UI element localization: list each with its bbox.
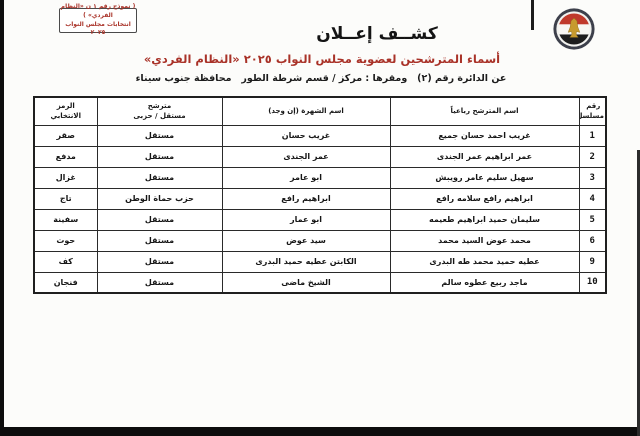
header-serial-line1: رقم (586, 101, 601, 110)
cell-serial: 2 (578, 145, 607, 168)
header-candidate-name: اسم المترشح رباعياً (389, 96, 580, 126)
header-affiliation-line2: مستقل / حزبى (133, 112, 186, 121)
cell-serial: 5 (578, 208, 607, 231)
header-symbol: الرمز الانتخابي (33, 96, 98, 126)
candidates-table-wrap: رقم مسلسل اسم المترشح رباعياً اسم الشهرة… (33, 96, 607, 294)
header-symbol-line1: الرمز (56, 101, 75, 110)
header-serial-line2: مسلسل (579, 112, 604, 121)
table-row: 2 عمر ابراهيم عمر الجندى عمر الجندى مستق… (33, 145, 607, 168)
cell-symbol: كف (33, 250, 98, 273)
cell-alias: ابو عامر (221, 166, 391, 189)
cell-serial: 1 (578, 124, 607, 147)
form-number-line1: ( نموذج رقم ١ ن «النظام الفردي» ) (60, 3, 136, 19)
scan-edge-left (0, 0, 4, 436)
table-body: 1 غريب احمد حسان جميع غريب حسان مستقل صق… (33, 124, 607, 294)
cell-candidate-name: غريب احمد حسان جميع (389, 124, 580, 147)
table-row: 5 سليمان حميد ابراهيم طعيمه ابو عمار مست… (33, 208, 607, 231)
cell-candidate-name: ماجد ربيع عطوه سالم (389, 271, 580, 294)
table-header-row: رقم مسلسل اسم المترشح رباعياً اسم الشهرة… (33, 96, 607, 126)
cell-candidate-name: محمد عوض السيد محمد (389, 229, 580, 252)
cell-symbol: حوت (33, 229, 98, 252)
cell-serial: 6 (578, 229, 607, 252)
header-alias: اسم الشهرة (إن وجد) (221, 96, 391, 126)
cell-symbol: غزال (33, 166, 98, 189)
cell-alias: الكابتن عطيه حميد البدرى (221, 250, 391, 273)
scan-edge-right (637, 150, 640, 436)
cell-alias: ابو عمار (221, 208, 391, 231)
cell-alias: عمر الجندى (221, 145, 391, 168)
table-row: 9 عطيه حميد محمد طه البدرى الكابتن عطيه … (33, 250, 607, 273)
table-row: 4 ابراهيم رافع سلامه رافع ابراهيم رافع ح… (33, 187, 607, 210)
district-line: عن الدائرة رقم (٢) ومقرها : مركز / قسم ش… (135, 73, 507, 84)
cell-candidate-name: سليمان حميد ابراهيم طعيمه (389, 208, 580, 231)
page-subtitle: أسماء المترشحين لعضوية مجلس النواب ٢٠٢٥ … (143, 52, 501, 66)
cell-candidate-name: سهيل سليم عامر رويبش (389, 166, 580, 189)
form-number-box: ( نموذج رقم ١ ن «النظام الفردي» ) انتخاب… (59, 3, 137, 36)
cell-affiliation: مستقل (96, 208, 223, 231)
cell-affiliation: حزب حماة الوطن (96, 187, 223, 210)
cell-affiliation: مستقل (96, 166, 223, 189)
cell-symbol: سفينة (33, 208, 98, 231)
cell-symbol: فنجان (33, 271, 98, 294)
cell-candidate-name: عطيه حميد محمد طه البدرى (389, 250, 580, 273)
candidates-table: رقم مسلسل اسم المترشح رباعياً اسم الشهرة… (33, 96, 607, 294)
egypt-eagle-emblem-icon (553, 8, 595, 50)
header-affiliation: مترشح مستقل / حزبى (96, 96, 223, 126)
table-row: 3 سهيل سليم عامر رويبش ابو عامر مستقل غز… (33, 166, 607, 189)
cell-affiliation: مستقل (96, 145, 223, 168)
cell-serial: 10 (578, 271, 607, 294)
header-symbol-line2: الانتخابي (50, 112, 81, 121)
cell-symbol: تاج (33, 187, 98, 210)
cell-alias: غريب حسان (221, 124, 391, 147)
header-affiliation-line1: مترشح (147, 101, 172, 110)
cell-serial: 3 (578, 166, 607, 189)
cell-alias: الشيخ ماضى (221, 271, 391, 294)
cell-affiliation: مستقل (96, 124, 223, 147)
cell-serial: 9 (578, 250, 607, 273)
cell-affiliation: مستقل (96, 229, 223, 252)
cell-affiliation: مستقل (96, 271, 223, 294)
cell-candidate-name: عمر ابراهيم عمر الجندى (389, 145, 580, 168)
form-number-line2: انتخابات مجلس النواب ٢٠٢٥ (65, 20, 131, 37)
table-row: 10 ماجد ربيع عطوه سالم الشيخ ماضى مستقل … (33, 271, 607, 294)
cell-affiliation: مستقل (96, 250, 223, 273)
scan-edge-bottom (0, 427, 640, 436)
table-row: 1 غريب احمد حسان جميع غريب حسان مستقل صق… (33, 124, 607, 147)
cell-alias: سيد عوض (221, 229, 391, 252)
header-serial: رقم مسلسل (578, 96, 607, 126)
page-title: كشــف إعــلان (316, 24, 438, 44)
cell-candidate-name: ابراهيم رافع سلامه رافع (389, 187, 580, 210)
cell-symbol: صقر (33, 124, 98, 147)
cell-symbol: مدفع (33, 145, 98, 168)
table-row: 6 محمد عوض السيد محمد سيد عوض مستقل حوت (33, 229, 607, 252)
cell-alias: ابراهيم رافع (221, 187, 391, 210)
scan-artifact-line (531, 0, 534, 30)
cell-serial: 4 (578, 187, 607, 210)
